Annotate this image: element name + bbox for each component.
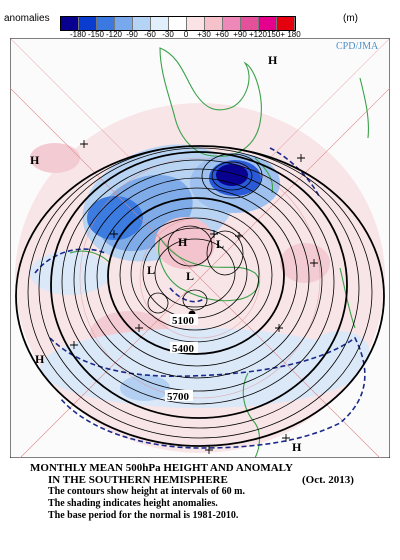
coastlines	[69, 47, 369, 458]
legend-tick-label: -120	[105, 30, 123, 39]
legend-swatch	[133, 17, 151, 30]
legend-tick-label: 150+	[266, 30, 286, 39]
legend-swatch	[187, 17, 205, 30]
caption-subtitle-text: IN THE SOUTHERN HEMISPHERE	[48, 474, 228, 486]
caption-line: The base period for the normal is 1981-2…	[48, 510, 239, 521]
high-label: H	[35, 352, 45, 366]
legend-tick-label: +90	[233, 30, 247, 39]
contour-label-5100: 5100	[172, 315, 195, 327]
anomaly-legend: anomalies -180 -150 -120 -90 -60 -30 0 +30 +60 +9…	[0, 0, 400, 40]
legend-swatch	[97, 17, 115, 30]
caption-subtitle: IN THE SOUTHERN HEMISPHERE (Oct. 2013)	[30, 474, 390, 486]
height-anomaly-map: CPD/JMA H H H H H L L L 5100 5400 5700	[10, 38, 390, 458]
legend-swatch	[115, 17, 133, 30]
high-label: H	[292, 440, 302, 454]
legend-swatch	[79, 17, 97, 30]
legend-swatch	[169, 17, 187, 30]
high-label: H	[178, 235, 188, 249]
height-contours	[15, 145, 385, 447]
low-label: L	[147, 263, 155, 277]
map-caption: MONTHLY MEAN 500hPa HEIGHT AND ANOMALY I…	[30, 462, 390, 522]
legend-swatch	[277, 17, 295, 30]
high-label: H	[30, 153, 40, 167]
legend-tick-label: -60	[144, 30, 156, 39]
legend-swatch	[151, 17, 169, 30]
contour-label-5400: 5400	[172, 343, 195, 355]
legend-tick-label: -150	[87, 30, 105, 39]
caption-line: The shading indicates height anomalies.	[48, 498, 218, 509]
legend-tick-label: -30	[162, 30, 174, 39]
contour-label-5700: 5700	[167, 391, 190, 403]
caption-title: MONTHLY MEAN 500hPa HEIGHT AND ANOMALY	[30, 462, 293, 474]
legend-swatch	[205, 17, 223, 30]
legend-unit: (m)	[343, 13, 358, 24]
legend-tick-label: 180	[287, 30, 301, 39]
low-label: L	[216, 237, 224, 251]
legend-swatch	[61, 17, 79, 30]
legend-swatch	[241, 17, 259, 30]
legend-tick-label: +30	[197, 30, 211, 39]
legend-title: anomalies	[4, 13, 50, 24]
legend-swatch	[259, 17, 277, 30]
caption-line: The contours show height at intervals of…	[48, 486, 245, 497]
caption-date: (Oct. 2013)	[302, 474, 354, 486]
legend-tick-label: -180	[69, 30, 87, 39]
legend-tick-label: -90	[126, 30, 138, 39]
legend-color-bar	[60, 16, 296, 31]
legend-tick-label: +120	[248, 30, 268, 39]
high-label: H	[268, 53, 278, 67]
map-credit: CPD/JMA	[336, 41, 379, 52]
legend-swatch	[223, 17, 241, 30]
legend-tick-label: 0	[183, 30, 189, 39]
legend-tick-label: +60	[215, 30, 229, 39]
legend-tick-labels: -180 -150 -120 -90 -60 -30 0 +30 +60 +90 +120 150+ 1…	[60, 30, 340, 42]
low-label: L	[186, 269, 194, 283]
